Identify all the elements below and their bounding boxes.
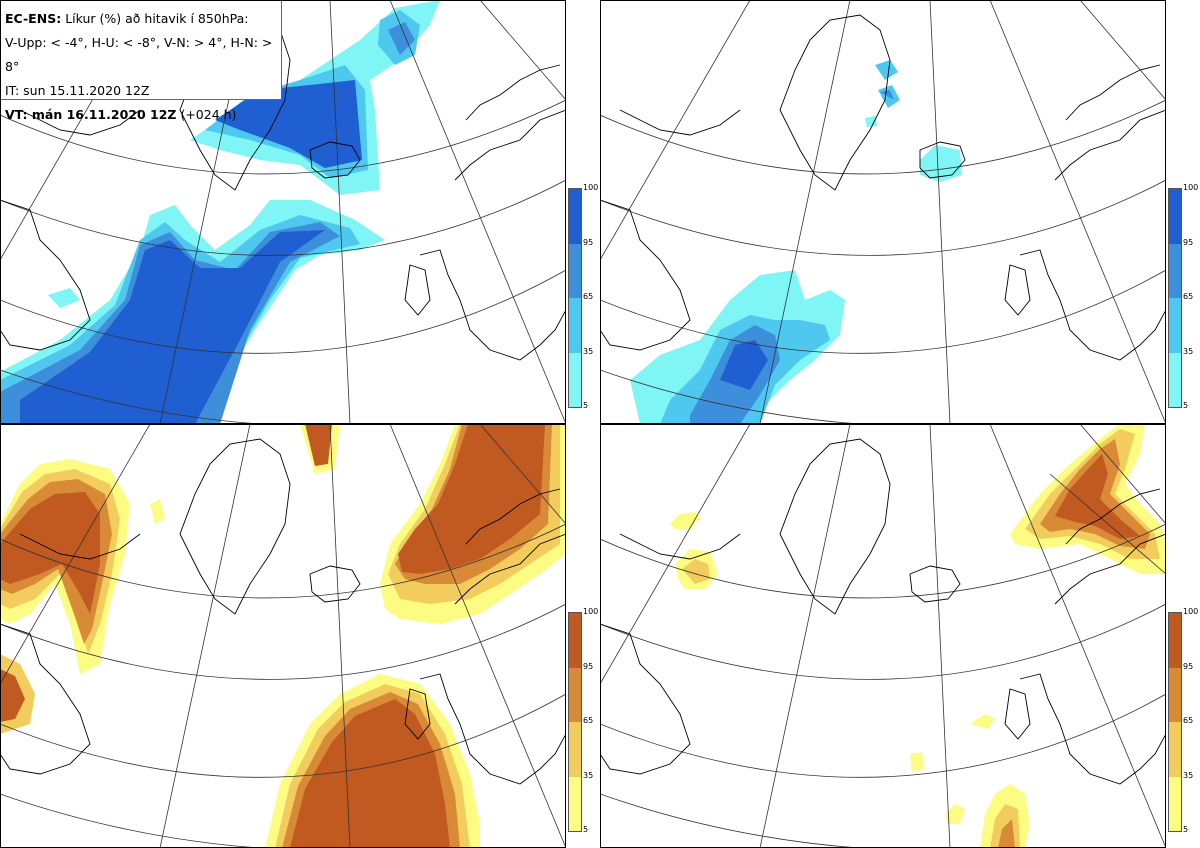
valid-time: VT: mán 16.11.2020 12Z xyxy=(5,107,177,122)
colorbar-band xyxy=(1169,189,1181,244)
colorbar-tick-label: 5 xyxy=(1183,825,1189,834)
colorbar-tick-label: 35 xyxy=(1183,346,1194,356)
colorbar-band xyxy=(569,189,581,244)
graticule xyxy=(600,424,1166,848)
colorbar-band xyxy=(569,352,581,407)
colorbar-tick-label: 35 xyxy=(1183,770,1194,780)
coastlines xyxy=(600,14,1166,361)
colorbar-tick-label: 100 xyxy=(583,607,599,616)
init-time: IT: sun 15.11.2020 12Z xyxy=(5,83,150,98)
colorbar-band xyxy=(569,776,581,831)
probability-shading xyxy=(630,60,962,424)
graticule xyxy=(0,0,566,424)
colorbar-tick-label: 5 xyxy=(583,825,589,834)
colorbar-tick-label: 35 xyxy=(583,770,594,780)
colorbar-band xyxy=(569,298,581,353)
probability-shading xyxy=(0,0,440,424)
coastlines xyxy=(600,438,1166,785)
probability-shading xyxy=(670,424,1166,848)
colorbar-band xyxy=(1169,243,1181,298)
coastlines xyxy=(0,438,566,785)
colorbar-band xyxy=(1169,667,1181,722)
colorbar-tick-label: 95 xyxy=(1183,237,1194,247)
graticule xyxy=(0,424,566,848)
colorbar-band xyxy=(1169,776,1181,831)
panel-cold-minus8 xyxy=(600,0,1166,424)
colorbar-tick-label: 95 xyxy=(1183,661,1194,671)
colorbar-tick-label: 100 xyxy=(583,183,599,192)
colorbar-band xyxy=(569,243,581,298)
colorbar-warm xyxy=(568,612,582,832)
map-cold-minus8 xyxy=(600,0,1166,424)
colorbar-tick-label: 100 xyxy=(1183,607,1199,616)
colorbar-band xyxy=(569,667,581,722)
info-box: EC-ENS: Líkur (%) að hitavik í 850hPa: V… xyxy=(0,0,282,122)
variable-label: Líkur (%) að hitavik í 850hPa: xyxy=(65,11,249,26)
colorbar-tick-label: 65 xyxy=(1183,716,1194,725)
colorbar-band xyxy=(569,722,581,777)
graticule xyxy=(600,0,1166,424)
panel-warm-plus4 xyxy=(0,424,566,848)
colorbar-tick-label: 35 xyxy=(583,346,594,356)
colorbar-tick-label: 65 xyxy=(1183,292,1194,301)
colorbar-band xyxy=(1169,613,1181,668)
panel-warm-plus8 xyxy=(600,424,1166,848)
colorbar-tick-label: 5 xyxy=(583,401,589,410)
map-cold-minus4 xyxy=(0,0,566,424)
colorbar-tick-label: 5 xyxy=(1183,401,1189,410)
map-warm-plus8 xyxy=(600,424,1166,848)
forecast-offset: (+024 h) xyxy=(180,107,237,122)
colorbar-band xyxy=(1169,298,1181,353)
colorbar-tick-label: 65 xyxy=(583,716,594,725)
colorbar-band xyxy=(1169,722,1181,777)
colorbar-warm xyxy=(1168,612,1182,832)
panel-cold-minus4: EC-ENS: Líkur (%) að hitavik í 850hPa: V… xyxy=(0,0,566,424)
product-label: EC-ENS: xyxy=(5,11,62,26)
colorbar-cold xyxy=(1168,188,1182,408)
threshold-label: V-Upp: < -4°, H-U: < -8°, V-N: > 4°, H-N… xyxy=(5,35,273,74)
colorbar-tick-label: 65 xyxy=(583,292,594,301)
colorbar-tick-label: 100 xyxy=(1183,183,1199,192)
colorbar-band xyxy=(1169,352,1181,407)
colorbar-band xyxy=(569,613,581,668)
colorbar-tick-label: 95 xyxy=(583,237,594,247)
probability-shading xyxy=(0,424,566,848)
colorbar-cold xyxy=(568,188,582,408)
colorbar-tick-label: 95 xyxy=(583,661,594,671)
map-warm-plus4 xyxy=(0,424,566,848)
